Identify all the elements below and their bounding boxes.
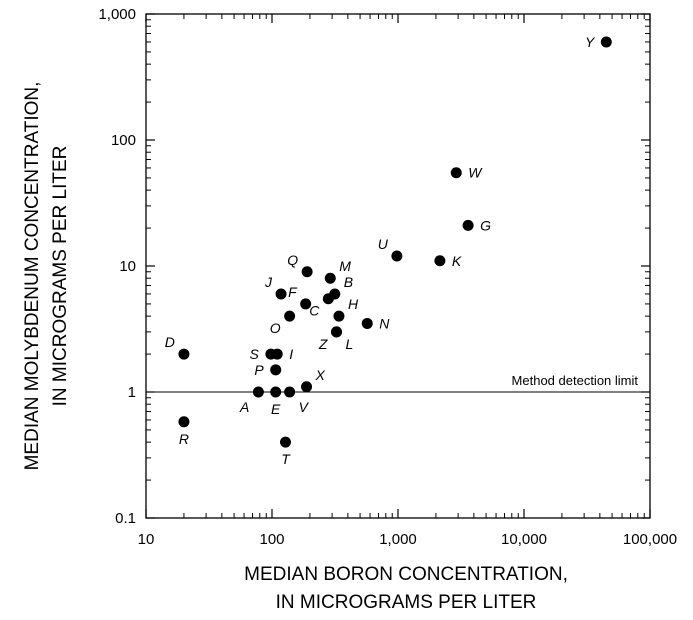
data-point-j: [275, 288, 287, 300]
point-label-m: M: [339, 258, 351, 274]
x-tick-label: 10: [138, 531, 155, 548]
y-axis-title-line-2: IN MICROGRAMS PER LITER: [50, 146, 71, 407]
data-point-e: [270, 386, 282, 398]
point-label-g: G: [480, 217, 491, 233]
point-label-y: Y: [585, 34, 596, 50]
point-label-s: S: [250, 346, 260, 362]
method-detection-limit-label: Method detection limit: [512, 373, 639, 388]
data-point-s: [265, 348, 277, 360]
point-label-v: V: [299, 399, 310, 415]
point-label-u: U: [378, 236, 389, 252]
data-points: A B C D E F G H I J K L M N O P Q R S T U V W X Y Z: [165, 34, 612, 467]
reference-line-group: Method detection limit: [146, 373, 650, 393]
y-tick-label: 100: [111, 132, 136, 149]
x-tick-label: 100,000: [623, 531, 677, 548]
point-label-j: J: [264, 274, 273, 290]
point-label-l: L: [345, 336, 353, 352]
axis-titles: MEDIAN BORON CONCENTRATION, IN MICROGRAMS…: [22, 82, 568, 613]
data-point-x: [301, 381, 313, 393]
x-tick-label: 100: [259, 531, 284, 548]
data-point-o: [284, 310, 296, 322]
data-point-c: [322, 293, 334, 305]
point-label-b: B: [344, 274, 353, 290]
y-tick-label: 10: [119, 258, 136, 275]
y-tick-label: 1: [128, 384, 136, 401]
data-point-w: [450, 167, 462, 179]
data-point-a: [252, 386, 264, 398]
point-label-d: D: [165, 334, 175, 350]
data-point-n: [361, 317, 373, 329]
data-point-q: [301, 266, 313, 278]
point-label-z: Z: [318, 336, 328, 352]
data-point-v: [284, 386, 296, 398]
point-label-k: K: [452, 253, 462, 269]
point-label-w: W: [468, 165, 483, 181]
data-point-k: [434, 255, 446, 267]
data-point-g: [462, 219, 474, 231]
data-point-t: [280, 436, 292, 448]
y-tick-label: 1,000: [98, 6, 136, 23]
data-point-u: [391, 250, 403, 262]
plot-frame: [145, 13, 651, 519]
point-label-e: E: [271, 401, 281, 417]
x-tick-label: 10,000: [501, 531, 547, 548]
point-label-f: F: [288, 284, 298, 300]
data-point-z: [330, 326, 342, 338]
axes: 10 100 1,000 10,000 100,000 0.1 1 10 100 1,000: [98, 6, 677, 548]
point-label-o: O: [270, 320, 281, 336]
data-point-f: [300, 298, 312, 310]
data-point-m: [324, 272, 336, 284]
point-label-x: X: [315, 367, 326, 383]
data-point-p: [270, 364, 282, 376]
point-label-r: R: [179, 431, 189, 447]
point-label-c: C: [309, 303, 320, 319]
point-label-t: T: [281, 451, 291, 467]
y-tick-label: 0.1: [115, 510, 136, 527]
data-point-h: [333, 310, 345, 322]
point-label-p: P: [254, 362, 264, 378]
x-tick-label: 1,000: [379, 531, 417, 548]
point-label-q: Q: [287, 252, 298, 268]
point-label-a: A: [239, 399, 249, 415]
x-axis-title-line-2: IN MICROGRAMS PER LITER: [276, 592, 537, 613]
point-label-n: N: [379, 315, 390, 331]
data-point-d: [178, 348, 190, 360]
point-label-h: H: [348, 296, 359, 312]
y-axis-title-line-1: MEDIAN MOLYBDENUM CONCENTRATION,: [22, 82, 43, 471]
x-axis-title-line-1: MEDIAN BORON CONCENTRATION,: [244, 564, 568, 585]
data-point-y: [600, 36, 612, 48]
point-label-i: I: [289, 346, 293, 362]
data-point-r: [178, 416, 190, 428]
